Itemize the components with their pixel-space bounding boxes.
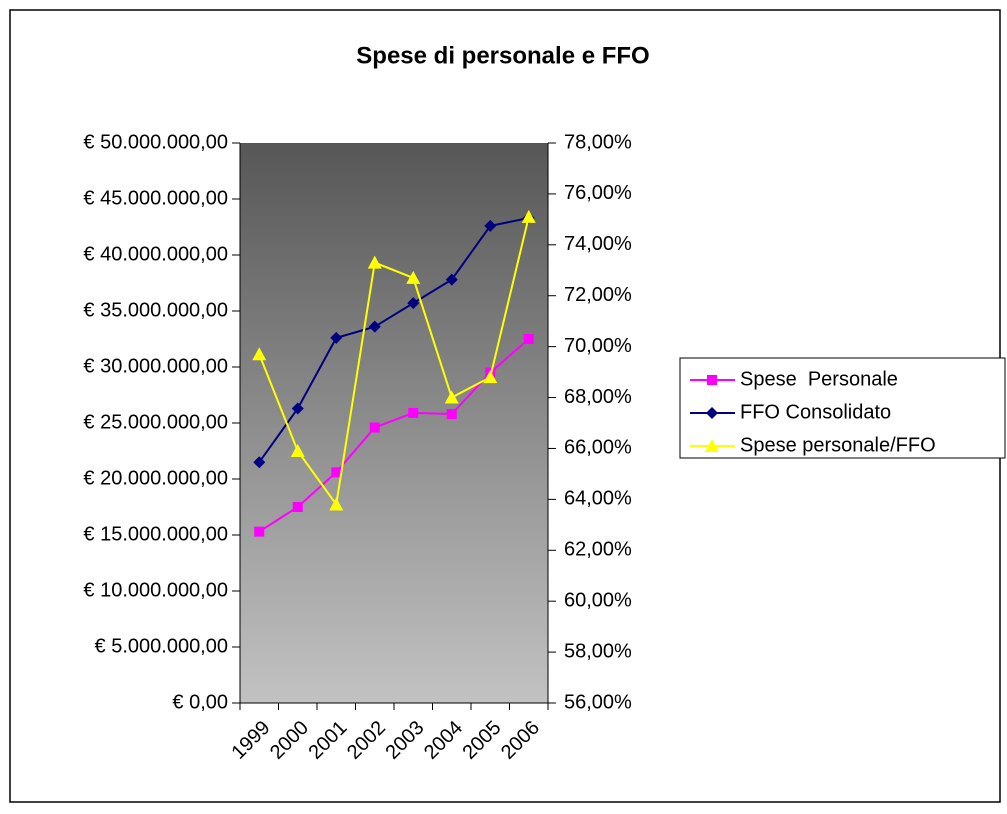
y-tick-label: € 5.000.000,00 (95, 635, 228, 657)
legend-marker (707, 375, 717, 385)
chart-title: Spese di personale e FFO (356, 42, 649, 69)
y-tick-label: € 45.000.000,00 (83, 187, 228, 209)
y2-tick-label: 62,00% (564, 539, 632, 561)
data-point (369, 422, 380, 433)
legend-marker (706, 407, 718, 419)
legend-label: Spese Personale (740, 368, 898, 390)
y2-tick-label: 66,00% (564, 437, 632, 459)
y2-tick-label: 78,00% (564, 131, 632, 153)
data-point (406, 270, 421, 284)
y2-tick-label: 58,00% (564, 640, 632, 662)
y2-tick-label: 68,00% (564, 386, 632, 408)
y-tick-label: € 0,00 (172, 691, 228, 713)
y-tick-label: € 40.000.000,00 (83, 243, 228, 265)
y2-tick-label: 56,00% (564, 691, 632, 713)
data-point (445, 273, 458, 286)
y2-tick-label: 60,00% (564, 589, 632, 611)
data-point (331, 467, 342, 478)
series-line (258, 217, 529, 463)
y-tick-label: € 35.000.000,00 (83, 299, 228, 321)
y2-tick-label: 76,00% (564, 182, 632, 204)
data-point (254, 526, 265, 537)
y-tick-label: € 20.000.000,00 (83, 467, 228, 489)
y2-tick-label: 72,00% (564, 284, 632, 306)
y-tick-label: € 25.000.000,00 (83, 411, 228, 433)
legend-marker (705, 439, 719, 452)
data-point (368, 320, 381, 333)
y-tick-label: € 50.000.000,00 (83, 131, 228, 153)
y-tick-label: € 15.000.000,00 (83, 523, 228, 545)
data-point (521, 209, 536, 223)
data-point (253, 456, 266, 469)
data-point (292, 502, 303, 512)
legend-label: Spese personale/FFO (740, 434, 936, 456)
y2-tick-label: 74,00% (564, 233, 632, 255)
data-point (523, 334, 534, 344)
data-point (291, 402, 304, 415)
y2-tick-label: 70,00% (564, 335, 632, 357)
y-tick-label: € 10.000.000,00 (83, 579, 228, 601)
data-point (446, 409, 457, 420)
data-point (484, 219, 497, 232)
data-point (367, 255, 382, 269)
data-point (483, 370, 498, 384)
legend-label: FFO Consolidato (740, 401, 891, 423)
data-point (290, 444, 305, 457)
y-tick-label: € 30.000.000,00 (83, 355, 228, 377)
data-point (329, 497, 344, 511)
y2-tick-label: 64,00% (564, 488, 632, 510)
data-point (408, 407, 419, 418)
data-point (330, 331, 343, 344)
data-point (252, 347, 267, 361)
legend-box (679, 357, 1006, 459)
data-point (407, 297, 420, 310)
plot-area (240, 143, 548, 703)
series-line (258, 216, 530, 508)
data-point (444, 390, 459, 404)
